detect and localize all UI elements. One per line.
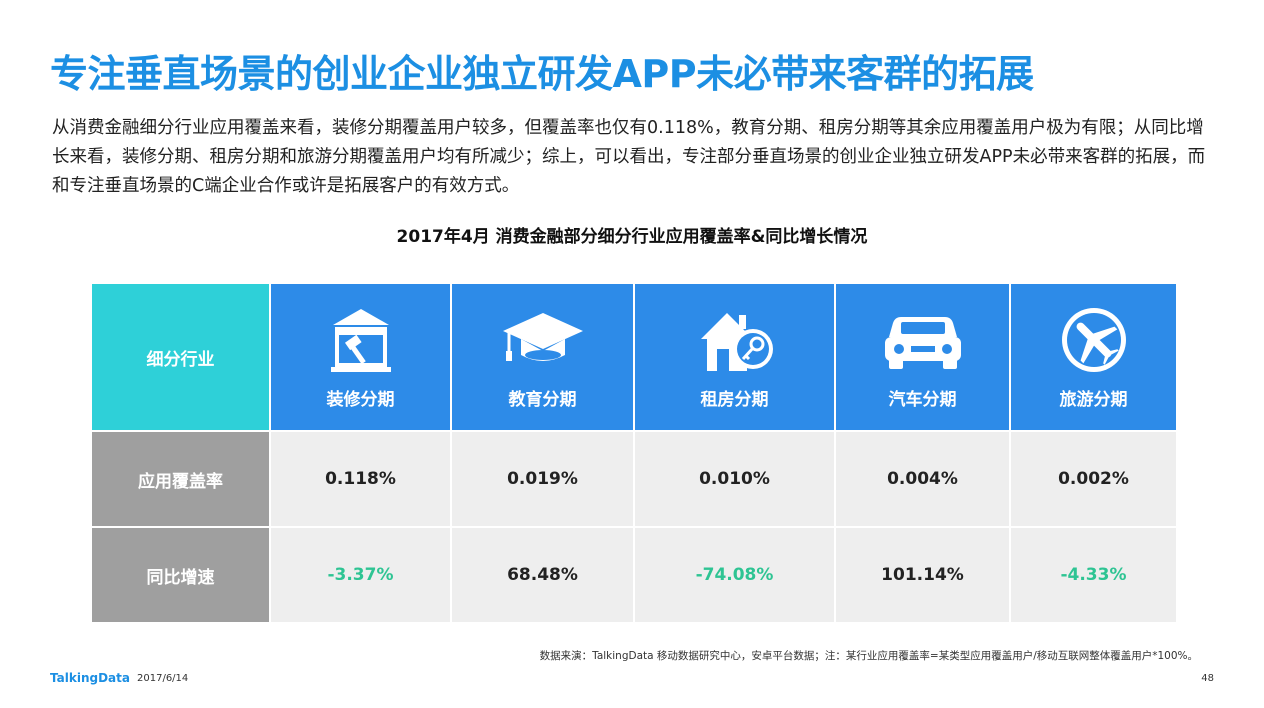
- row-label-coverage: 应用覆盖率: [90, 430, 271, 528]
- table-title: 2017年4月 消费金融部分细分行业应用覆盖率&同比增长情况: [396, 227, 868, 247]
- category-label: 教育分期: [508, 389, 577, 410]
- coverage-cell: 0.118%: [269, 430, 452, 528]
- category-label: 装修分期: [326, 389, 395, 410]
- house-key-icon: [700, 312, 773, 371]
- coverage-cell: 0.002%: [1009, 430, 1178, 528]
- car-icon: [884, 316, 961, 369]
- growth-cell: -74.08%: [633, 526, 836, 624]
- growth-cell: -3.37%: [269, 526, 452, 624]
- category-label: 租房分期: [700, 389, 769, 410]
- house-hammer-icon: [330, 308, 391, 372]
- coverage-table: 细分行业 装修分期: [90, 282, 1178, 624]
- coverage-cell: 0.010%: [633, 430, 836, 528]
- category-header-education: 教育分期: [450, 282, 635, 432]
- category-label: 旅游分期: [1059, 389, 1128, 410]
- coverage-cell: 0.019%: [450, 430, 635, 528]
- category-header-decoration: 装修分期: [269, 282, 452, 432]
- category-header-rent: 租房分期: [633, 282, 836, 432]
- growth-row: 同比增速 -3.37% 68.48% -74.08% 101.14% -4.33…: [90, 526, 1178, 624]
- table-header-row: 细分行业 装修分期: [90, 282, 1178, 432]
- airplane-icon: [1061, 307, 1126, 372]
- page-number: 48: [1201, 673, 1214, 684]
- growth-cell: -4.33%: [1009, 526, 1178, 624]
- slide-title: 专注垂直场景的创业企业独立研发APP未必带来客群的拓展: [50, 52, 1034, 96]
- category-header-travel: 旅游分期: [1009, 282, 1178, 432]
- category-header-car: 汽车分期: [834, 282, 1011, 432]
- row-label-growth: 同比增速: [90, 526, 271, 624]
- category-label: 汽车分期: [888, 389, 957, 410]
- slide-body-text: 从消费金融细分行业应用覆盖来看，装修分期覆盖用户较多，但覆盖率也仅有0.118%…: [52, 118, 1206, 196]
- coverage-cell: 0.004%: [834, 430, 1011, 528]
- coverage-row: 应用覆盖率 0.118% 0.019% 0.010% 0.004% 0.002%: [90, 430, 1178, 528]
- graduation-cap-icon: [502, 312, 583, 361]
- growth-cell: 68.48%: [450, 526, 635, 624]
- data-source-note: 数据来演：TalkingData 移动数据研究中心，安卓平台数据；注：某行业应用…: [539, 650, 1198, 662]
- brand-logo: TalkingData: [50, 671, 130, 685]
- growth-cell: 101.14%: [834, 526, 1011, 624]
- corner-label: 细分行业: [90, 282, 271, 432]
- footer-date: 2017/6/14: [137, 673, 189, 684]
